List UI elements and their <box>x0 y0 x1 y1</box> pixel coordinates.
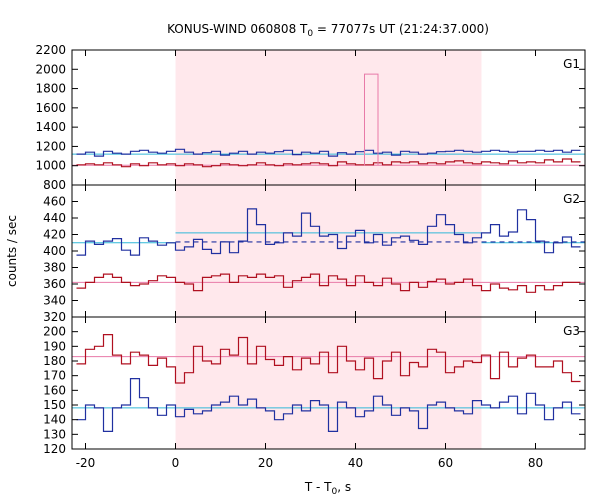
y-tick-label: 1000 <box>35 159 66 173</box>
panel-label: G1 <box>563 57 580 71</box>
series-blue-step-line <box>76 148 581 157</box>
y-tick-label: 1200 <box>35 139 66 153</box>
y-tick-label: 380 <box>43 261 66 275</box>
y-tick-label: 2200 <box>35 43 66 57</box>
series-red-step-line <box>76 158 581 168</box>
interval-shading <box>175 50 482 449</box>
series-blue-step-line <box>76 208 581 256</box>
panel-label: G3 <box>563 324 580 338</box>
y-tick-label: 320 <box>43 310 66 324</box>
y-tick-label: 200 <box>43 325 66 339</box>
y-tick-label: 400 <box>43 244 66 258</box>
x-tick-label: 40 <box>348 456 363 470</box>
y-tick-label: 140 <box>43 413 66 427</box>
y-tick-label: 2000 <box>35 62 66 76</box>
x-tick-label: 80 <box>528 456 543 470</box>
y-tick-label: 150 <box>43 398 66 412</box>
panel-label: G2 <box>563 192 580 206</box>
y-tick-label: 190 <box>43 339 66 353</box>
y-tick-label: 160 <box>43 383 66 397</box>
y-axis-title: counts / sec <box>5 215 19 287</box>
y-tick-label: 170 <box>43 369 66 383</box>
series-red-step-line <box>76 334 581 384</box>
y-tick-label: 1800 <box>35 82 66 96</box>
x-axis-title: T - T0, s <box>304 480 351 497</box>
spike-step-line <box>364 73 379 166</box>
y-tick-label: 800 <box>43 178 66 192</box>
series-red-step-line <box>76 273 581 293</box>
x-tick-label: 20 <box>258 456 273 470</box>
y-tick-label: 440 <box>43 211 66 225</box>
y-tick-label: 120 <box>43 442 66 456</box>
x-tick-label: 0 <box>172 456 180 470</box>
chart-title: KONUS-WIND 060808 T0 = 77077s UT (21:24:… <box>167 22 489 39</box>
y-tick-label: 420 <box>43 228 66 242</box>
panel-frame <box>71 316 586 450</box>
y-tick-label: 130 <box>43 427 66 441</box>
y-tick-label: 460 <box>43 195 66 209</box>
x-tick-label: -20 <box>76 456 96 470</box>
y-tick-label: 340 <box>43 294 66 308</box>
x-tick-label: 60 <box>438 456 453 470</box>
y-tick-label: 1600 <box>35 101 66 115</box>
panel-g1: 800 1000 1200 1400 1600 1800 2000 2200 G1 <box>35 43 586 192</box>
y-tick-label: 1400 <box>35 120 66 134</box>
y-tick-label: 180 <box>43 354 66 368</box>
series-blue-step-line <box>76 378 581 432</box>
y-tick-label: 360 <box>43 277 66 291</box>
